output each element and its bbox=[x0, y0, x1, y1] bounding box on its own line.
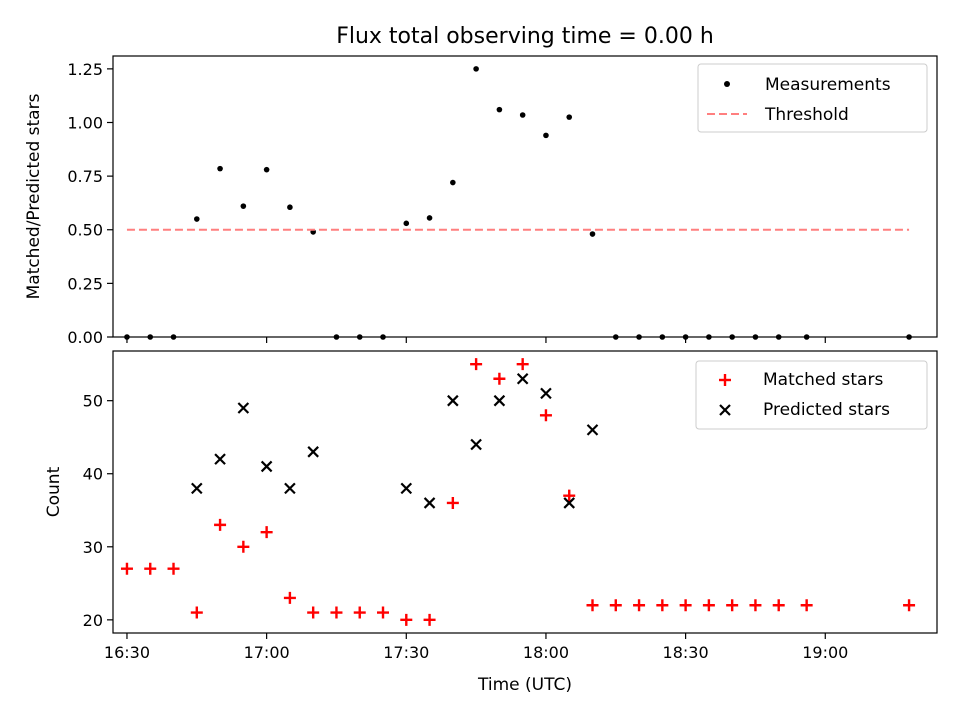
legend-measurements-marker bbox=[724, 81, 730, 87]
bottom-ytick-label: 20 bbox=[83, 611, 103, 630]
matched-stars-point bbox=[726, 599, 739, 612]
matched-stars-point bbox=[423, 613, 436, 626]
figure-title: Flux total observing time = 0.00 h bbox=[336, 24, 714, 49]
matched-stars-point bbox=[260, 526, 273, 539]
top-axis-ticks: 0.00 0.25 0.50 0.75 1.00 1.25 bbox=[67, 60, 826, 347]
bottom-legend: Matched stars Predicted stars bbox=[695, 360, 928, 430]
bottom-plot-area bbox=[120, 358, 916, 626]
measurements-point bbox=[450, 179, 456, 186]
measurements-point bbox=[240, 203, 247, 209]
xtick-label: 18:00 bbox=[523, 643, 569, 662]
bottom-axes-frame bbox=[112, 350, 938, 634]
bottom-ytick-label: 30 bbox=[83, 538, 103, 557]
top-axes-frame bbox=[112, 55, 938, 338]
bottom-ylabel: Count bbox=[44, 466, 64, 517]
predicted-stars-point bbox=[191, 482, 203, 495]
matched-stars-point bbox=[772, 599, 785, 612]
measurements-point bbox=[426, 215, 433, 221]
matched-stars-point bbox=[353, 606, 366, 619]
top-ylabel: Matched/Predicted stars bbox=[24, 93, 44, 299]
matched-stars-point bbox=[214, 518, 227, 531]
matched-stars-point bbox=[283, 591, 296, 604]
matched-stars-point bbox=[330, 606, 343, 619]
matched-stars-point bbox=[903, 599, 916, 612]
bottom-panel: 20 30 40 50 16:30 17:00 17:30 18:00 18:30 19:00 C… bbox=[44, 350, 938, 695]
matched-stars-point bbox=[307, 606, 320, 619]
matched-stars-point bbox=[446, 496, 459, 509]
measurements-point bbox=[217, 165, 223, 172]
predicted-stars-point bbox=[493, 394, 506, 407]
xtick-label: 17:00 bbox=[244, 643, 290, 662]
measurements-point bbox=[403, 220, 410, 227]
top-legend: Measurements Threshold bbox=[697, 63, 928, 133]
matched-stars-point bbox=[586, 599, 599, 612]
legend-threshold-label: Threshold bbox=[764, 105, 849, 125]
measurements-point bbox=[566, 114, 573, 120]
xtick-label: 17:30 bbox=[383, 643, 429, 662]
measurements-point bbox=[263, 166, 270, 173]
matched-stars-point bbox=[377, 606, 390, 619]
matched-stars-point bbox=[144, 562, 157, 575]
matched-stars-point bbox=[656, 599, 669, 612]
predicted-stars-point bbox=[307, 446, 319, 458]
top-ytick-label: 0.00 bbox=[67, 328, 103, 347]
predicted-stars-point bbox=[284, 482, 296, 495]
xtick-label: 18:30 bbox=[663, 643, 709, 662]
measurements-point bbox=[193, 216, 200, 222]
predicted-stars-point bbox=[400, 482, 413, 495]
bottom-ytick-label: 40 bbox=[83, 465, 103, 484]
matched-stars-point bbox=[800, 599, 813, 612]
predicted-stars-point bbox=[447, 394, 459, 407]
matched-stars-point bbox=[470, 358, 483, 371]
matched-stars-point bbox=[749, 599, 762, 612]
legend-matched-marker bbox=[719, 374, 731, 386]
legend-measurements-label: Measurements bbox=[765, 75, 891, 95]
xtick-label: 19:00 bbox=[802, 643, 848, 662]
legend-predicted-marker bbox=[719, 404, 731, 416]
matched-stars-point bbox=[679, 599, 692, 612]
matched-stars-point bbox=[120, 562, 133, 575]
top-panel: 0.00 0.25 0.50 0.75 1.00 1.25 Matched/Predict… bbox=[24, 55, 938, 347]
matched-stars-point bbox=[539, 409, 552, 422]
predicted-stars-point bbox=[586, 424, 599, 436]
measurements-point bbox=[589, 231, 596, 237]
matched-stars-point bbox=[702, 599, 715, 612]
measurements-point bbox=[473, 66, 479, 72]
legend-matched-label: Matched stars bbox=[763, 370, 883, 390]
matched-stars-point bbox=[516, 358, 529, 371]
measurements-point bbox=[287, 204, 293, 211]
predicted-stars-point bbox=[470, 438, 482, 451]
measurements-point bbox=[496, 106, 503, 113]
matched-stars-point bbox=[190, 606, 203, 619]
matched-stars-point bbox=[237, 540, 250, 553]
xtick-label: 16:30 bbox=[104, 643, 150, 662]
predicted-stars-point bbox=[540, 387, 552, 400]
predicted-stars-point bbox=[260, 460, 273, 473]
matched-stars-point bbox=[633, 599, 646, 612]
matched-stars-point bbox=[563, 489, 576, 502]
predicted-stars-point bbox=[214, 453, 226, 465]
x-axis-label: Time (UTC) bbox=[477, 675, 572, 695]
top-ytick-label: 1.25 bbox=[67, 60, 103, 79]
bottom-legend-box bbox=[695, 360, 928, 430]
legend-predicted-label: Predicted stars bbox=[763, 400, 890, 420]
matched-stars-point bbox=[609, 599, 622, 612]
bottom-axis-ticks: 20 30 40 50 16:30 17:00 17:30 18:00 18:30 19:00 bbox=[83, 392, 849, 662]
predicted-stars-point bbox=[237, 402, 250, 414]
matched-stars-point bbox=[493, 372, 506, 385]
top-ytick-label: 0.25 bbox=[67, 274, 103, 293]
predicted-stars-point bbox=[423, 497, 436, 509]
measurements-point bbox=[519, 112, 526, 118]
matched-stars-point bbox=[400, 613, 413, 626]
top-ytick-label: 0.50 bbox=[67, 221, 103, 240]
predicted-stars-point bbox=[516, 372, 529, 385]
matched-stars-point bbox=[167, 562, 180, 575]
predicted-stars-point bbox=[563, 497, 576, 509]
measurements-point bbox=[543, 132, 549, 139]
top-legend-box bbox=[697, 63, 928, 133]
bottom-ytick-label: 50 bbox=[83, 392, 103, 411]
top-ytick-label: 0.75 bbox=[67, 167, 103, 186]
top-ytick-label: 1.00 bbox=[67, 113, 103, 132]
